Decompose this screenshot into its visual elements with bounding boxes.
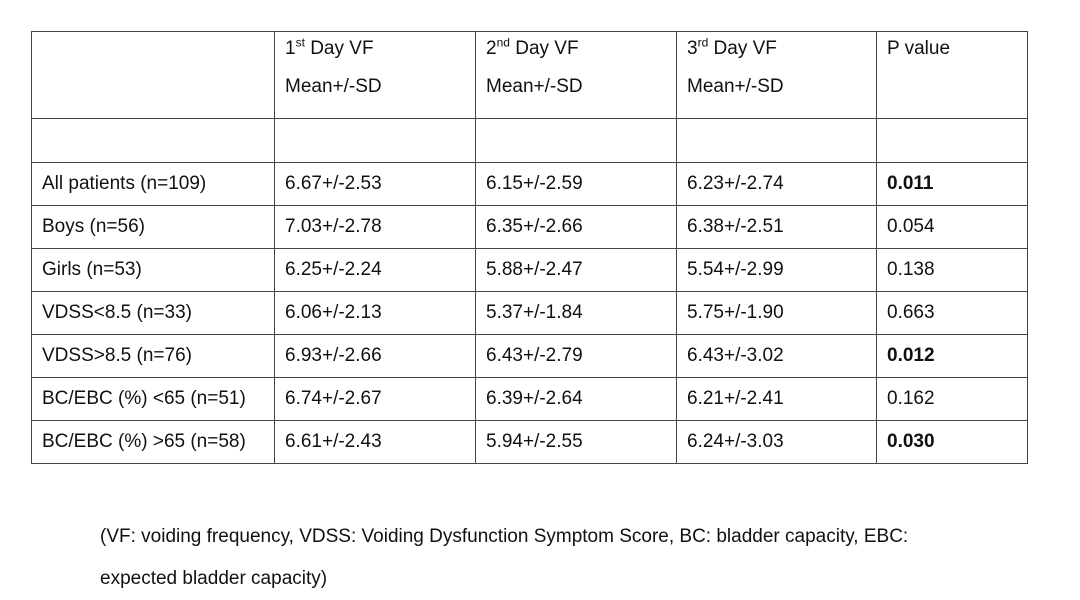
group-cell: VDSS>8.5 (n=76) [31,334,275,378]
day3-cell: 6.21+/-2.41 [676,377,877,421]
day2-cell: 5.94+/-2.55 [475,420,677,464]
empty-cell [475,118,677,163]
group-cell: Girls (n=53) [31,248,275,292]
table-row: Boys (n=56) 7.03+/-2.78 6.35+/-2.66 6.38+/-… [31,205,1028,249]
pvalue-cell: 0.054 [876,205,1028,249]
day2-cell: 5.37+/-1.84 [475,291,677,335]
group-cell: BC/EBC (%) <65 (n=51) [31,377,275,421]
table-row: VDSS>8.5 (n=76) 6.93+/-2.66 6.43+/-2.79 6.4… [31,334,1028,378]
table-row: VDSS<8.5 (n=33) 6.06+/-2.13 5.37+/-1.84 5.7… [31,291,1028,335]
day3-cell: 6.38+/-2.51 [676,205,877,249]
table-row: Girls (n=53) 6.25+/-2.24 5.88+/-2.47 5.54+/… [31,248,1028,292]
empty-cell [31,118,275,163]
day3-cell: 5.75+/-1.90 [676,291,877,335]
table-body: All patients (n=109) 6.67+/-2.53 6.15+/-2.… [31,162,1028,464]
day2-cell: 6.43+/-2.79 [475,334,677,378]
pvalue-cell: 0.012 [876,334,1028,378]
day3-cell: 5.54+/-2.99 [676,248,877,292]
day1-cell: 7.03+/-2.78 [274,205,476,249]
day1-cell: 6.93+/-2.66 [274,334,476,378]
empty-cell [274,118,476,163]
empty-cell [676,118,877,163]
empty-row [31,118,1028,163]
header-cell-day2: 2nd Day VF Mean+/-SD [475,31,677,119]
day2-cell: 5.88+/-2.47 [475,248,677,292]
day3-cell: 6.43+/-3.02 [676,334,877,378]
header-cell-day1: 1st Day VF Mean+/-SD [274,31,476,119]
day1-cell: 6.67+/-2.53 [274,162,476,206]
pvalue-cell: 0.663 [876,291,1028,335]
pvalue-cell: 0.030 [876,420,1028,464]
day2-cell: 6.15+/-2.59 [475,162,677,206]
header-cell-day3: 3rd Day VF Mean+/-SD [676,31,877,119]
pvalue-cell: 0.138 [876,248,1028,292]
results-table: 1st Day VF Mean+/-SD 2nd Day VF Mean+/-S… [31,31,1028,464]
day1-cell: 6.74+/-2.67 [274,377,476,421]
group-cell: Boys (n=56) [31,205,275,249]
day1-cell: 6.06+/-2.13 [274,291,476,335]
day2-cell: 6.35+/-2.66 [475,205,677,249]
pvalue-cell: 0.011 [876,162,1028,206]
empty-cell [876,118,1028,163]
footnote-line-1: (VF: voiding frequency, VDSS: Voiding Dy… [100,526,909,547]
table-header-row: 1st Day VF Mean+/-SD 2nd Day VF Mean+/-S… [31,31,1028,119]
group-cell: All patients (n=109) [31,162,275,206]
day1-cell: 6.61+/-2.43 [274,420,476,464]
table-row: BC/EBC (%) >65 (n=58) 6.61+/-2.43 5.94+/-2… [31,420,1028,464]
pvalue-cell: 0.162 [876,377,1028,421]
footnote: (VF: voiding frequency, VDSS: Voiding Dy… [100,516,1020,600]
group-cell: VDSS<8.5 (n=33) [31,291,275,335]
group-cell: BC/EBC (%) >65 (n=58) [31,420,275,464]
header-cell-empty [31,31,275,119]
table-row: BC/EBC (%) <65 (n=51) 6.74+/-2.67 6.39+/-2… [31,377,1028,421]
day1-cell: 6.25+/-2.24 [274,248,476,292]
day3-cell: 6.23+/-2.74 [676,162,877,206]
day3-cell: 6.24+/-3.03 [676,420,877,464]
footnote-line-2: expected bladder capacity) [100,568,328,589]
day2-cell: 6.39+/-2.64 [475,377,677,421]
header-cell-pvalue: P value [876,31,1028,119]
table-row: All patients (n=109) 6.67+/-2.53 6.15+/-2.… [31,162,1028,206]
